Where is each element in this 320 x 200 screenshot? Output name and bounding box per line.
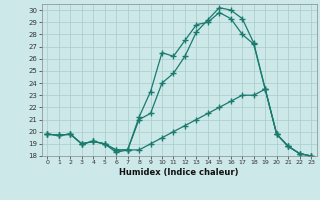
X-axis label: Humidex (Indice chaleur): Humidex (Indice chaleur): [119, 168, 239, 177]
